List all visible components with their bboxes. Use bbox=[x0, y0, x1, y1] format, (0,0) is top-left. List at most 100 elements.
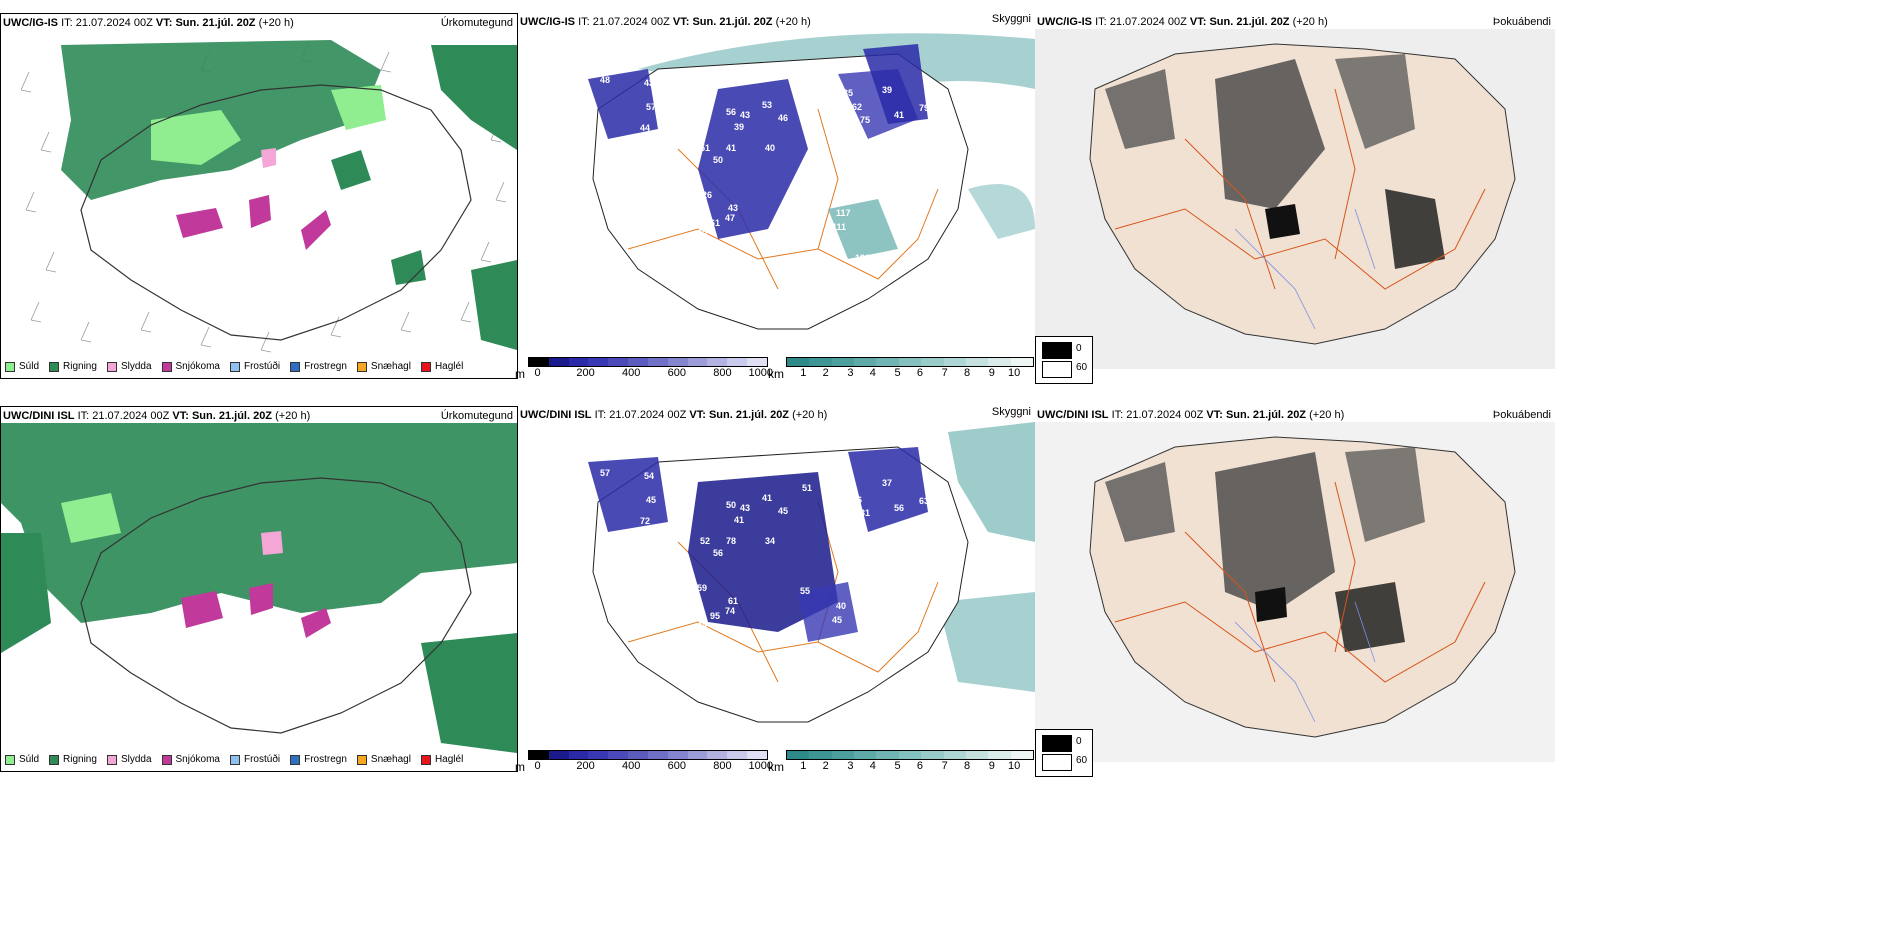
ceiling-value-label: 227 bbox=[687, 202, 703, 212]
legend-swatch bbox=[49, 754, 60, 765]
legend-swatch bbox=[420, 754, 431, 765]
ceiling-value-label: 40 bbox=[859, 573, 870, 583]
tick-label: 4 bbox=[869, 367, 876, 379]
visibility-unit: km bbox=[768, 367, 784, 381]
panel-title: Þokuábendi bbox=[1492, 409, 1551, 421]
panel-title: Skyggni bbox=[991, 13, 1031, 25]
ceiling-unit: m bbox=[515, 367, 525, 381]
ceiling-value-label: 67 bbox=[859, 180, 870, 190]
ceiling-value-label: 45 bbox=[832, 615, 843, 625]
visibility-panel-row1: UWC/IG-IS IT: 21.07.2024 00Z VT: Sun. 21… bbox=[515, 13, 1035, 381]
fog-legend-white-label: 60 bbox=[1076, 362, 1088, 373]
tick-label: 4 bbox=[869, 760, 876, 772]
ceiling-value-label: 54 bbox=[644, 471, 655, 481]
legend-item: Rigning bbox=[49, 361, 97, 372]
ceiling-value-label: 55 bbox=[800, 586, 811, 596]
fog-map bbox=[1035, 422, 1555, 762]
panel-title: Skyggni bbox=[991, 406, 1031, 418]
ceiling-value-label: 41 bbox=[726, 143, 737, 153]
ceiling-value-label: 79 bbox=[919, 103, 930, 113]
precip-map bbox=[20, 40, 517, 353]
ceiling-value-label: 44 bbox=[697, 620, 708, 630]
legend-item: Frostúði bbox=[229, 754, 280, 765]
ceiling-value-label: 88 bbox=[800, 193, 811, 203]
ceiling-value-label: 56 bbox=[713, 548, 724, 558]
legend-swatch bbox=[290, 361, 301, 372]
ceiling-value-label: 73 bbox=[630, 448, 641, 458]
legend-item: Frostregn bbox=[290, 754, 347, 765]
tick-label: 400 bbox=[622, 760, 641, 772]
panel-title: Úrkomutegund bbox=[440, 17, 513, 29]
ceiling-value-label: 63 bbox=[583, 118, 594, 128]
ceiling-value-label: 52 bbox=[700, 536, 711, 546]
legend-item: Snæhagl bbox=[356, 361, 411, 372]
ceiling-colorbar: m 0 200 400 600 800 1000 bbox=[515, 750, 773, 774]
ceiling-value-label: 95 bbox=[710, 611, 721, 621]
legend-swatch bbox=[290, 754, 301, 765]
ceiling-value-label: 111 bbox=[832, 222, 847, 232]
ceiling-value-label: 52 bbox=[898, 623, 909, 633]
ceiling-value-label: 35 bbox=[843, 88, 854, 98]
ceiling-colorbar-strip bbox=[528, 357, 768, 367]
legend-item: Slydda bbox=[106, 361, 152, 372]
legend-item: Súld bbox=[5, 361, 39, 372]
ceiling-value-label: 61 bbox=[728, 596, 739, 606]
tick-label: 3 bbox=[847, 760, 854, 772]
legend-item: Snjókoma bbox=[161, 754, 220, 765]
tick-label: 0 bbox=[534, 367, 541, 379]
ceiling-value-label: 43 bbox=[740, 110, 751, 120]
ceiling-value-label: 43 bbox=[644, 78, 655, 88]
tick-label: 7 bbox=[941, 760, 948, 772]
tick-label: 200 bbox=[576, 760, 595, 772]
legend-swatch bbox=[420, 361, 431, 372]
legend-item: Frostúði bbox=[229, 361, 280, 372]
fog-panel-row2: UWC/DINI ISL IT: 21.07.2024 00Z VT: Sun.… bbox=[1035, 406, 1555, 772]
ceiling-value-label: 34 bbox=[765, 536, 776, 546]
tick-label: 6 bbox=[916, 367, 923, 379]
ceiling-value-label: 57 bbox=[646, 102, 657, 112]
tick-label: 9 bbox=[988, 760, 995, 772]
legend-swatch bbox=[229, 754, 240, 765]
tick-label: 8 bbox=[963, 367, 971, 379]
legend-swatch bbox=[161, 361, 172, 372]
ceiling-value-label: 47 bbox=[725, 213, 736, 223]
panel-header: UWC/IG-IS IT: 21.07.2024 00Z VT: Sun. 21… bbox=[3, 17, 294, 29]
fog-legend-row1: 0 60 bbox=[1035, 336, 1093, 384]
tick-label: 1000 bbox=[748, 760, 774, 772]
fog-legend-row2: 0 60 bbox=[1035, 729, 1093, 777]
tick-label: 600 bbox=[667, 760, 686, 772]
tick-label: 8 bbox=[963, 760, 971, 772]
panel-header: UWC/IG-IS IT: 21.07.2024 00Z VT: Sun. 21… bbox=[1037, 16, 1328, 28]
ceiling-value-label: 59 bbox=[855, 646, 866, 656]
legend-swatch bbox=[356, 754, 367, 765]
panel-header: UWC/DINI ISL IT: 21.07.2024 00Z VT: Sun.… bbox=[3, 410, 311, 422]
ceiling-value-label: 51 bbox=[700, 143, 711, 153]
ceiling-value-label: 41 bbox=[894, 110, 905, 120]
ceiling-value-label: 99 bbox=[666, 198, 677, 208]
ceiling-value-label: 56 bbox=[583, 511, 594, 521]
ceiling-colorbar-ticks: m 0 200 400 600 800 1000 bbox=[515, 760, 773, 774]
legend-item: Súld bbox=[5, 754, 39, 765]
ceiling-value-label: 78 bbox=[726, 536, 737, 546]
ceiling-value-label: 45 bbox=[778, 506, 789, 516]
ceiling-value-label: 43 bbox=[740, 503, 751, 513]
ceiling-value-label: 57 bbox=[600, 468, 611, 478]
ceiling-value-label: 59 bbox=[697, 583, 708, 593]
ceiling-value-label: 51 bbox=[802, 483, 813, 493]
tick-label: 1 bbox=[800, 760, 807, 772]
tick-label: 9 bbox=[988, 367, 995, 379]
ceiling-colorbar: m 0 200 400 600 800 1000 bbox=[515, 357, 773, 381]
visibility-unit: km bbox=[768, 760, 784, 774]
tick-label: 1000 bbox=[748, 367, 774, 379]
tick-label: 3 bbox=[847, 367, 854, 379]
visibility-colorbar: km 1 2 3 4 5 6 7 8 9 10 bbox=[768, 357, 1034, 381]
fog-legend-white bbox=[1042, 361, 1072, 378]
ceiling-value-label: 126 bbox=[855, 253, 871, 263]
fog-legend-black-label: 0 bbox=[1076, 736, 1082, 747]
ceiling-value-label: 45 bbox=[646, 495, 657, 505]
ceiling-value-label: 41 bbox=[802, 90, 813, 100]
ceiling-value-label: 61 bbox=[710, 218, 721, 228]
ceiling-value-label: 74 bbox=[725, 606, 736, 616]
visibility-colorbar-strip bbox=[786, 357, 1034, 367]
precip-legend: Súld Rigning Slydda Snjókoma Frostúði Fr… bbox=[5, 361, 463, 372]
